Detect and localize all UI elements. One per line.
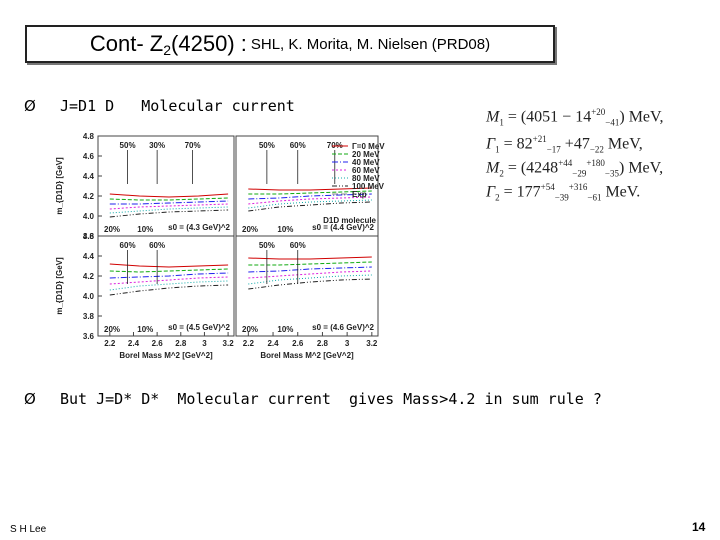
bullet-arrow-icon: Ø [24,390,36,408]
series-line [248,187,372,191]
formula-m2: M2 = (4248+44−29+180−35) MeV, [486,158,664,179]
formula-g1: Γ1 = 82+21−17 +47−22 MeV, [486,134,643,155]
series-line [248,196,372,205]
pct-label: 50% [259,141,275,150]
series-line [248,261,372,266]
slide-title-box: Cont- Z 2 (4250) : SHL, K. Morita, M. Niel… [25,25,555,63]
series-line [109,209,229,218]
series-line [109,284,229,296]
panel-frame [97,235,235,337]
y-tick-label: 4.4 [83,252,95,261]
pct-bottom-label: 20% [242,325,258,334]
title-prefix: Cont- Z [89,31,164,56]
x-tick-label: 2.2 [104,339,116,348]
x-tick-label: 2.6 [152,339,164,348]
series-line [109,197,229,201]
pct-bottom-label: 20% [104,225,120,234]
pct-label: 60% [149,241,165,250]
series-line [109,203,229,210]
s0-label: s0 = (4.5 GeV)^2 [168,323,230,332]
page-number: 14 [692,520,706,534]
y-tick-label: 4.4 [83,172,95,181]
x-tick-label: 2.8 [317,339,329,348]
pct-label: 60% [120,241,136,250]
s0-label: s0 = (4.4 GeV)^2 [312,223,374,232]
x-tick-label: 3.2 [223,339,235,348]
y-tick-label: 4.0 [83,292,95,301]
pct-bottom-label: 10% [137,325,153,334]
formula-g2: Γ2 = 177+54−39+316−61 MeV. [486,182,641,203]
series-line [248,193,372,200]
series-line [248,190,372,195]
y-tick-label: 3.8 [83,232,95,241]
panel-frame [235,235,379,337]
series-line [109,268,229,273]
x-tick-label: 2.6 [292,339,304,348]
x-tick-label: 2.8 [175,339,187,348]
y-tick-label: 4.6 [83,232,95,241]
pct-bottom-label: 10% [277,325,293,334]
pct-label: 30% [149,141,165,150]
legend-label: 40 MeV [352,158,380,167]
y-tick-label: 3.6 [83,332,95,341]
formula-m1: M1 = (4051 − 14+20−41) MeV, [486,107,664,128]
pct-label: 60% [290,241,306,250]
x-tick-label: 3 [202,339,207,348]
x-tick-label: 3 [345,339,350,348]
series-line [248,256,372,260]
slide-title: Cont- Z 2 (4250) : SHL, K. Morita, M. Niel… [27,27,553,61]
series-line [109,193,229,198]
x-tick-label: 2.4 [128,339,140,348]
legend-label: 60 MeV [352,166,380,175]
series-line [248,278,372,290]
footer-author: S H Lee [10,524,47,535]
series-line [109,200,229,205]
pct-bottom-label: 20% [242,225,258,234]
series-line [248,199,372,209]
mass-sum-rule-chart: 3.8 4.0 4.2 4.4 4.6 4.8 m_{D1D} [GeV] 50% 30% 70%… [55,132,385,360]
pct-label: 50% [120,141,136,150]
legend-label: Exp [352,190,367,199]
legend-label: 100 MeV [352,182,385,191]
legend-label: 80 MeV [352,174,380,183]
x-tick-label: 2.4 [267,339,279,348]
molecule-label: D1D molecule [323,216,376,225]
pct-bottom-label: 10% [277,225,293,234]
y-tick-label: 3.8 [83,312,95,321]
y-tick-label: 4.8 [83,132,95,141]
s0-label: s0 = (4.6 GeV)^2 [312,323,374,332]
title-paren: (4250) : [171,31,247,56]
bullet-text-1: J=D1 D Molecular current [60,97,295,115]
x-tick-label: 2.2 [243,339,255,348]
x-tick-label: 3.2 [366,339,378,348]
series-line [248,266,372,273]
title-authors: SHL, K. Morita, M. Nielsen (PRD08) [250,35,491,53]
series-line [248,270,372,279]
y-tick-label: 4.2 [83,272,95,281]
pct-bottom-label: 10% [137,225,153,234]
x-axis-label: Borel Mass M^2 [GeV^2] [119,351,213,360]
y-tick-label: 4.6 [83,152,95,161]
series-line [109,272,229,279]
series-line [248,201,372,212]
bullet-arrow-icon: Ø [24,97,36,115]
x-axis-label: Borel Mass M^2 [GeV^2] [260,351,354,360]
title-subscript: 2 [163,42,172,58]
panel-frame [97,135,235,237]
y-axis-label: m_{D1D} [GeV] [55,157,64,215]
series-line [109,263,229,268]
legend-label: Γ=0 MeV [352,142,385,151]
y-tick-label: 4.0 [83,212,95,221]
pct-bottom-label: 20% [104,325,120,334]
y-axis-label: m_{D1D} [GeV] [55,257,64,315]
legend-label: 20 MeV [352,150,380,159]
bullet-text-2: But J=D* D* Molecular current gives Mass… [60,390,602,408]
pct-label: 50% [259,241,275,250]
pct-label: 70% [185,141,201,150]
pct-label: 60% [290,141,306,150]
s0-label: s0 = (4.3 GeV)^2 [168,223,230,232]
y-tick-label: 4.2 [83,192,95,201]
